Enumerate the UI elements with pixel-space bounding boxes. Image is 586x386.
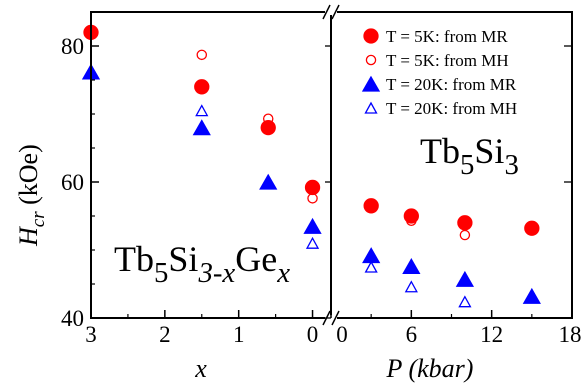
left-point — [303, 217, 322, 234]
legend-item-t-20k-from-mr: T = 20K: from MR — [361, 75, 517, 94]
legend-item-t-5k-from-mr: T = 5K: from MR — [363, 27, 508, 46]
legend-item-t-5k-from-mh: T = 5K: from MH — [365, 51, 509, 70]
right-x-axis-label: P (kbar) — [386, 354, 474, 383]
plot-frame: 40 60 80 3 2 1 0 0 6 12 18 — [61, 4, 582, 347]
y-axis-label-sub: cr — [28, 211, 49, 227]
left-point — [195, 104, 209, 117]
right-point — [406, 215, 417, 227]
axis-break-top — [322, 4, 340, 20]
right-annotation-part: Si — [474, 131, 504, 171]
left-point — [262, 113, 274, 125]
legend-marker-t-5k-from-mh — [365, 54, 377, 66]
y-axis-label-main: H — [14, 226, 43, 247]
left-annotation-part: Tb — [114, 239, 154, 279]
right-annotation: Tb5Si3 — [420, 131, 519, 181]
right-annotation-part: Tb — [420, 131, 460, 171]
right-annotation-part: 5 — [460, 149, 474, 181]
right-panel — [362, 198, 541, 308]
left-annotation: Tb5Si3-xGex — [114, 239, 290, 289]
right-point — [364, 260, 378, 273]
right-point — [455, 270, 475, 287]
left-panel — [81, 24, 322, 249]
left-annotation-part: 3-x — [197, 257, 235, 289]
left-x-tick-label-3: 3 — [85, 322, 97, 347]
left-point — [194, 79, 210, 95]
left-series-t-5k-from-mh — [196, 49, 318, 204]
legend-marker-t-5k-from-mr — [363, 28, 379, 44]
right-x-tick-label-18: 18 — [559, 322, 582, 347]
legend-label: T = 20K: from MH — [386, 99, 517, 118]
left-point — [260, 119, 276, 136]
left-annotation-part: Ge — [235, 239, 277, 279]
axis-break-top-slash-1 — [322, 4, 331, 20]
y-tick-label-60: 60 — [61, 170, 84, 195]
right-x-tick-label-0: 0 — [336, 322, 348, 347]
right-point — [362, 247, 381, 264]
left-point — [192, 119, 211, 136]
left-series-t-5k-from-mr — [83, 24, 321, 196]
axis-break-bottom-slash-2 — [331, 310, 340, 326]
right-annotation-part: 3 — [504, 149, 518, 181]
left-point — [259, 173, 278, 190]
legend-marker-t-20k-from-mh — [364, 101, 378, 114]
right-point — [365, 202, 377, 214]
left-x-tick-label-2: 2 — [159, 322, 171, 347]
right-point — [457, 215, 473, 231]
legend-marker-t-20k-from-mr — [361, 75, 381, 92]
right-x-tick-label-12: 12 — [480, 322, 503, 347]
left-point — [196, 49, 208, 61]
axis-break-top-slash-2 — [331, 4, 340, 20]
right-point — [522, 287, 541, 304]
legend-label: T = 5K: from MR — [386, 27, 508, 46]
left-x-axis-label: x — [194, 354, 207, 383]
left-point — [307, 193, 318, 204]
axis-break-top-gap — [325, 9, 337, 15]
y-tick-label-40: 40 — [61, 306, 84, 331]
y-axis-label-unit: (kOe) — [14, 144, 43, 211]
left-series-t-20k-from-mh — [195, 104, 320, 249]
right-point — [404, 280, 418, 293]
legend-label: T = 20K: from MR — [386, 75, 517, 94]
right-series-t-20k-from-mh — [364, 260, 472, 308]
left-annotation-part: Si — [168, 239, 198, 279]
right-point — [458, 295, 472, 308]
right-point — [363, 198, 379, 214]
legend: T = 5K: from MR T = 5K: from MH T = 20K: f… — [361, 27, 517, 118]
left-point — [305, 236, 320, 249]
left-point — [304, 179, 321, 196]
left-annotation-part: 5 — [154, 257, 168, 289]
right-series-t-20k-from-mr — [362, 247, 541, 304]
right-point — [459, 229, 471, 241]
right-x-tick-label-6: 6 — [406, 322, 418, 347]
legend-item-t-20k-from-mh: T = 20K: from MH — [364, 99, 517, 118]
left-x-tick-label-0: 0 — [307, 322, 319, 347]
right-series-t-5k-from-mh — [365, 202, 471, 241]
legend-label: T = 5K: from MH — [386, 51, 509, 70]
left-annotation-part: x — [276, 257, 290, 289]
y-axis-label: Hcr (kOe) — [14, 144, 49, 247]
left-x-tick-label-1: 1 — [233, 322, 245, 347]
y-tick-label-80: 80 — [61, 34, 84, 59]
right-series-t-5k-from-mr — [363, 198, 540, 236]
right-point — [402, 258, 421, 274]
right-point — [524, 220, 540, 236]
